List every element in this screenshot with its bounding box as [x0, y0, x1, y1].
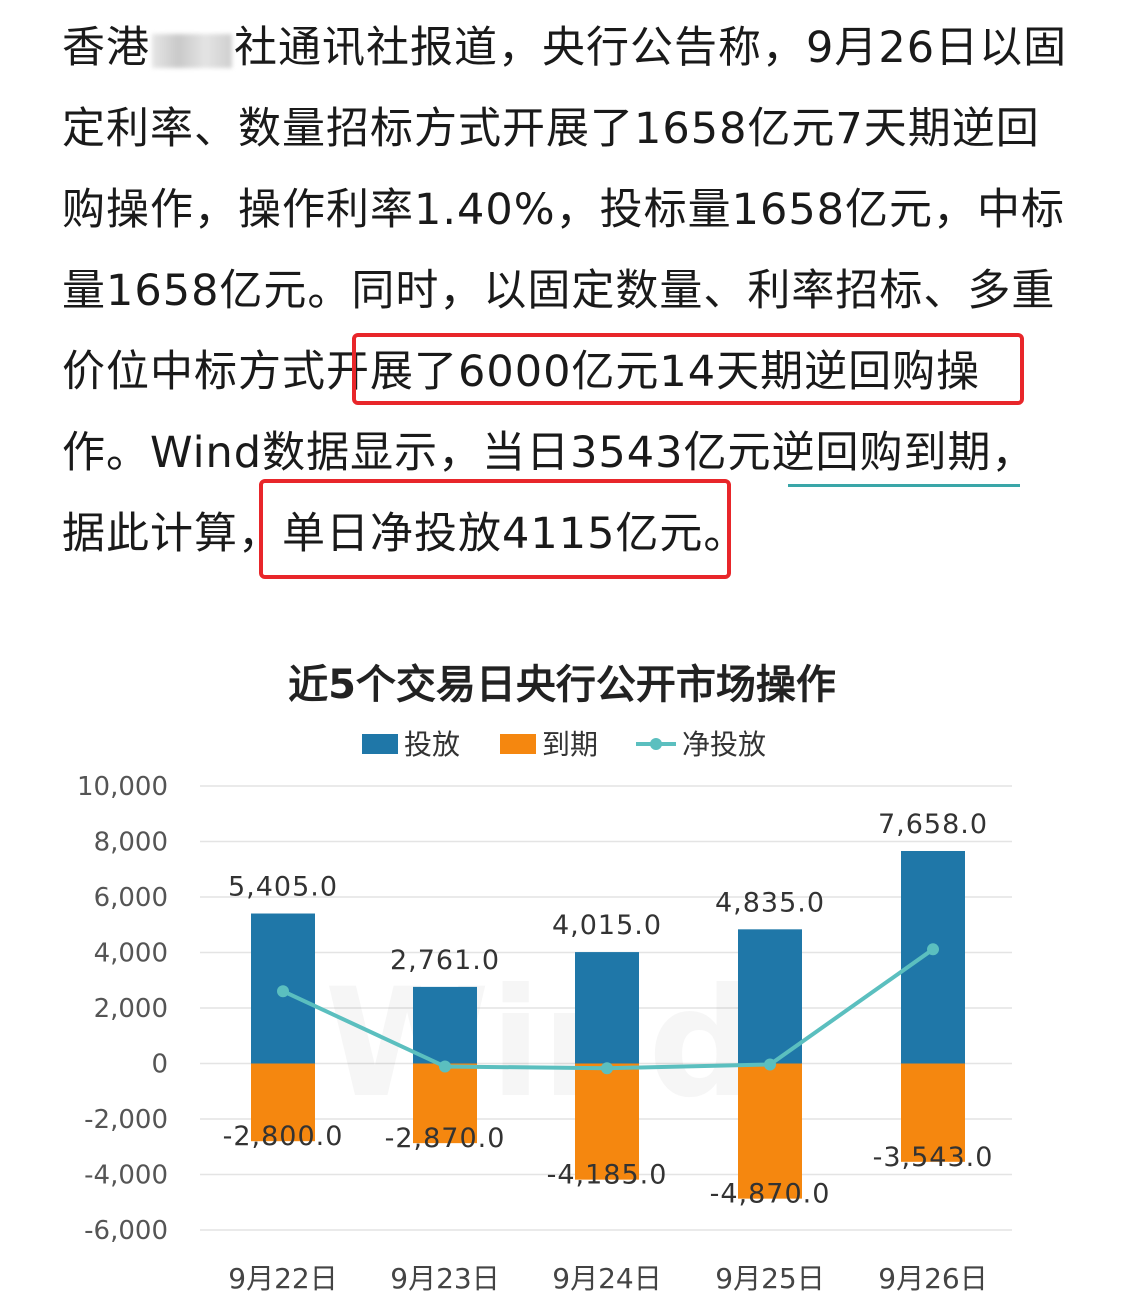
- chart-title: 近5个交易日央行公开市场操作: [288, 662, 836, 708]
- blurred-redaction: [152, 33, 232, 68]
- net-point: [601, 1062, 613, 1075]
- y-tick-label: 0: [151, 1050, 168, 1080]
- article-line-6: 作。Wind数据显示，当日3543亿元逆回购到期，: [62, 413, 1036, 494]
- text-segment: 作。Wind数据显示，当日3543亿元: [62, 428, 772, 478]
- legend-label-daoqi: 到期: [542, 728, 598, 761]
- data-labels: 5,405.0 -2,800.0 2,761.0 -2,870.0 4,015.0 -4,…: [223, 809, 994, 1210]
- y-tick-label: 4,000: [94, 939, 168, 969]
- legend-swatch-net-dot: [650, 738, 662, 750]
- text-segment: 香港: [62, 23, 150, 73]
- bar-daoqi: [251, 1063, 315, 1142]
- chart-svg: 近5个交易日央行公开市场操作 投放 到期 净投放 Wind 10,000 8,000 6…: [77, 662, 1012, 1295]
- data-label-toufang: 5,405.0: [228, 872, 338, 903]
- x-tick-label: 9月22日: [228, 1262, 337, 1295]
- chart-legend: 投放 到期 净投放: [362, 728, 766, 761]
- bar-daoqi: [413, 1063, 477, 1144]
- link-underline: [788, 484, 1020, 487]
- highlight-box-net: [259, 479, 731, 579]
- data-label-daoqi: -4,870.0: [710, 1179, 831, 1210]
- y-tick-label: -4,000: [84, 1161, 168, 1191]
- text-segment: 操: [936, 347, 981, 397]
- bar-daoqi: [901, 1063, 965, 1162]
- article-line-3: 购操作，操作利率1.40%，投标量1658亿元，中标: [62, 170, 1065, 251]
- text-segment: 据此计算，: [62, 509, 282, 559]
- legend-label-toufang: 投放: [404, 728, 460, 761]
- data-label-toufang: 4,835.0: [715, 887, 825, 918]
- legend-swatch-toufang: [362, 734, 398, 754]
- reverse-repo-link[interactable]: 逆回购到期: [771, 428, 992, 478]
- data-label-toufang: 2,761.0: [390, 945, 500, 976]
- y-tick-label: 2,000: [94, 994, 168, 1024]
- text-segment: 价位中标方式: [62, 347, 326, 397]
- text-segment: 量1658亿元。同时，以固定数量、利率招标、多重: [62, 266, 1056, 316]
- data-label-toufang: 7,658.0: [878, 809, 988, 840]
- x-tick-label: 9月24日: [552, 1262, 661, 1295]
- y-tick-label: 6,000: [94, 883, 168, 913]
- net-point: [764, 1058, 776, 1071]
- bar-toufang: [575, 952, 639, 1064]
- article-line-5: 价位中标方式开展了6000亿元14天期逆回购操: [62, 332, 980, 413]
- y-axis: 10,000 8,000 6,000 4,000 2,000 0 -2,000 -4,000 -…: [77, 772, 168, 1246]
- chart-bars: [251, 850, 965, 1199]
- x-axis: 9月22日 9月23日 9月24日 9月25日 9月26日: [228, 1262, 987, 1295]
- text-segment: 社通讯社报道，央行公告称，9月26日以固: [234, 23, 1068, 73]
- net-line: [277, 943, 939, 1075]
- legend-swatch-daoqi: [500, 734, 536, 754]
- article-line-7: 据此计算，单日净投放4115亿元。: [62, 494, 747, 575]
- bar-daoqi: [738, 1063, 802, 1199]
- article-line-1: 香港 社通讯社报道，央行公告称，9月26日以固: [62, 8, 1067, 89]
- y-tick-label: 10,000: [77, 772, 168, 802]
- bar-toufang: [413, 986, 477, 1064]
- net-point: [277, 985, 289, 998]
- x-tick-label: 9月25日: [715, 1262, 824, 1295]
- text-segment: ，: [991, 428, 1036, 478]
- legend-label-net: 净投放: [682, 728, 766, 761]
- article-line-2: 定利率、数量招标方式开展了1658亿元7天期逆回: [62, 89, 1040, 170]
- net-point: [927, 943, 939, 956]
- y-tick-label: 8,000: [94, 828, 168, 858]
- x-tick-label: 9月23日: [390, 1262, 499, 1295]
- y-tick-label: -6,000: [84, 1216, 168, 1246]
- data-label-daoqi: -3,543.0: [873, 1142, 994, 1173]
- text-segment: 购操作，操作利率1.40%，投标量1658亿元，中标: [62, 185, 1066, 235]
- highlight-box-repo: [352, 333, 1024, 405]
- data-label-daoqi: -2,800.0: [223, 1121, 344, 1152]
- highlight-text: 开展了6000亿元14天期逆回购: [326, 347, 937, 397]
- data-label-daoqi: -2,870.0: [385, 1123, 506, 1154]
- x-tick-label: 9月26日: [878, 1262, 987, 1295]
- y-tick-label: -2,000: [84, 1105, 168, 1135]
- highlight-text: 单日净投放4115亿元。: [282, 509, 748, 559]
- net-point: [439, 1060, 451, 1073]
- data-label-toufang: 4,015.0: [552, 910, 662, 941]
- chart-container: 近5个交易日央行公开市场操作 投放 到期 净投放 Wind 10,000 8,000 6…: [0, 630, 1125, 1307]
- text-segment: 定利率、数量招标方式开展了1658亿元7天期逆回: [62, 104, 1040, 154]
- bar-toufang: [738, 929, 802, 1064]
- watermark: Wind: [324, 957, 755, 1131]
- data-label-daoqi: -4,185.0: [547, 1160, 668, 1191]
- article-line-4: 量1658亿元。同时，以固定数量、利率招标、多重: [62, 251, 1055, 332]
- bar-daoqi: [575, 1063, 639, 1180]
- bar-toufang: [901, 850, 965, 1064]
